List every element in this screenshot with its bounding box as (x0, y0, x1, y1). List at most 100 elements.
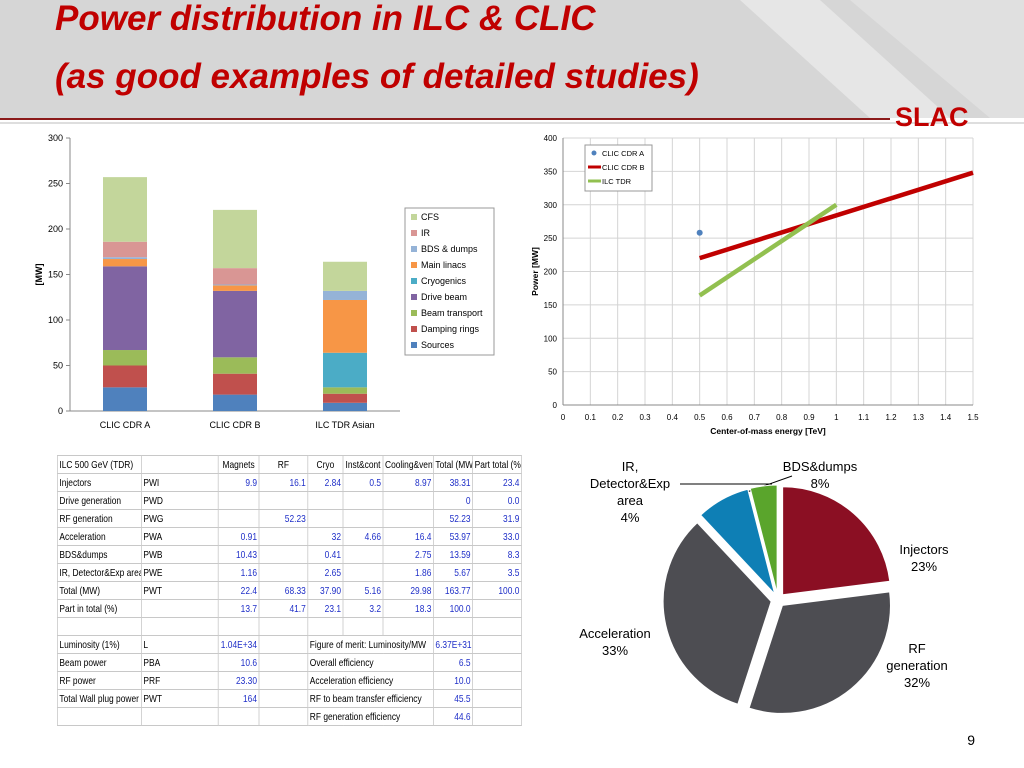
bar-segment (103, 257, 147, 260)
legend-label: Sources (421, 340, 455, 350)
table-cell (472, 599, 522, 618)
y-tick-label: 200 (48, 224, 63, 234)
bar-segment (323, 387, 367, 394)
bar-segment (213, 290, 257, 358)
legend-label: Damping rings (421, 324, 480, 334)
bar-segment (323, 402, 367, 411)
table-cell: 10.6 (217, 653, 260, 672)
x-tick-label: 0.2 (612, 413, 624, 422)
bar-segment (103, 387, 147, 411)
pie-label-value: 33% (601, 643, 629, 658)
legend-swatch (411, 214, 417, 220)
table-header-cell: Cryo (307, 455, 344, 474)
table-cell (217, 707, 260, 726)
legend-swatch (411, 326, 417, 332)
data-table: ILC 500 GeV (TDR) Magnets RF Cryo Inst&cont C… (57, 455, 522, 726)
table-cell: Beam power (57, 653, 142, 672)
bar-segment (213, 284, 257, 286)
table-cell (258, 491, 309, 510)
y-tick-label: 300 (544, 201, 558, 210)
legend-swatch (411, 230, 417, 236)
table-cell: 3.5 (472, 563, 522, 582)
table-cell: PWE (140, 563, 219, 582)
table-header-row: ILC 500 GeV (TDR) Magnets RF Cryo Inst&cont C… (57, 455, 522, 474)
bar-segment (323, 352, 367, 388)
table-row: BDS&dumps PWB 10.43 0.41 2.75 13.59 8.3 (57, 545, 522, 564)
table-row: Total Wall plug power PWT 164 RF to beam tr… (57, 689, 522, 708)
legend-box (404, 207, 495, 356)
table-cell (307, 617, 344, 636)
pie-label: RF generation 32% (882, 640, 952, 691)
table-cell: L (140, 635, 219, 654)
table-row: Part in total (%) 13.7 41.7 23.1 3.2 18.3 100.… (57, 599, 522, 618)
pie-label: IR, Detector&Exp area 4% (582, 458, 678, 526)
bar-segment (103, 350, 147, 366)
table-cell: 37.90 (307, 581, 344, 600)
table-row: RF power PRF 23.30 Acceleration efficiency 1… (57, 671, 522, 690)
pie-label-value: 23% (910, 559, 938, 574)
y-axis-label: Power [MW] (530, 247, 540, 296)
table-cell: 5.67 (432, 563, 474, 582)
table-cell (307, 509, 344, 528)
x-tick-label: 1.1 (858, 413, 870, 422)
y-tick-label: 50 (548, 368, 557, 377)
bar-segment (103, 365, 147, 388)
table-cell: Part in total (%) (57, 599, 142, 618)
pie-slice (782, 486, 891, 596)
bar-segment (103, 259, 147, 267)
bar-segment (323, 393, 367, 403)
table-cell (342, 617, 384, 636)
table-header-cell: Inst&cont (342, 455, 384, 474)
table-header-cell: ILC 500 GeV (TDR) (57, 455, 142, 474)
y-tick-label: 150 (544, 301, 558, 310)
table-cell: Total (MW) (57, 581, 142, 600)
table-cell (258, 563, 309, 582)
pie-label-category: BDS&dumps (782, 459, 858, 474)
table-cell (140, 599, 219, 618)
legend-label: Main linacs (421, 260, 467, 270)
y-tick-label: 100 (544, 334, 558, 343)
table-cell: Overall efficiency (307, 653, 434, 672)
table-cell (342, 491, 384, 510)
table-cell: 0.91 (217, 527, 260, 546)
table-row: RF generation efficiency 44.6 (57, 707, 522, 726)
table-cell: 23.1 (307, 599, 344, 618)
table-cell: 16.1 (258, 473, 309, 492)
table-cell: 164 (217, 689, 260, 708)
table-cell: 38.31 (432, 473, 474, 492)
table-cell: Figure of merit: Luminosity/MW (307, 635, 434, 654)
x-tick-label: CLIC CDR B (209, 420, 260, 430)
table-cell: 0 (432, 491, 474, 510)
y-tick-label: 200 (544, 268, 558, 277)
table-cell: PWA (140, 527, 219, 546)
y-tick-label: 150 (48, 270, 63, 280)
header-stripe (740, 0, 950, 118)
table-cell: 52.23 (432, 509, 474, 528)
legend-label: IR (421, 228, 431, 238)
legend-swatch (411, 262, 417, 268)
table-cell: PWT (140, 581, 219, 600)
table-cell: PWD (140, 491, 219, 510)
table-cell: 16.4 (382, 527, 434, 546)
table-cell: 1.16 (217, 563, 260, 582)
table-cell (258, 707, 309, 726)
table-cell (258, 545, 309, 564)
table-header-cell: Part total (%) (472, 455, 522, 474)
table-cell (258, 527, 309, 546)
legend-label: BDS & dumps (421, 244, 478, 254)
table-row: Acceleration PWA 0.91 32 4.66 16.4 53.97 33.0 (57, 527, 522, 546)
table-cell (258, 653, 309, 672)
table-cell: PWT (140, 689, 219, 708)
pie-label: Acceleration 33% (570, 625, 660, 659)
table-cell: BDS&dumps (57, 545, 142, 564)
y-tick-label: 400 (544, 134, 558, 143)
table-row: Injectors PWI 9.9 16.1 2.84 0.5 8.97 38.31 23.4 (57, 473, 522, 492)
table-cell: 10.43 (217, 545, 260, 564)
legend-label: CLIC CDR A (602, 149, 644, 158)
table-cell: PWI (140, 473, 219, 492)
x-tick-label: ILC TDR Asian (315, 420, 374, 430)
table-row: Drive generation PWD 0 0.0 (57, 491, 522, 510)
y-tick-label: 350 (544, 167, 558, 176)
table-cell (57, 617, 142, 636)
table-cell: 31.9 (472, 509, 522, 528)
